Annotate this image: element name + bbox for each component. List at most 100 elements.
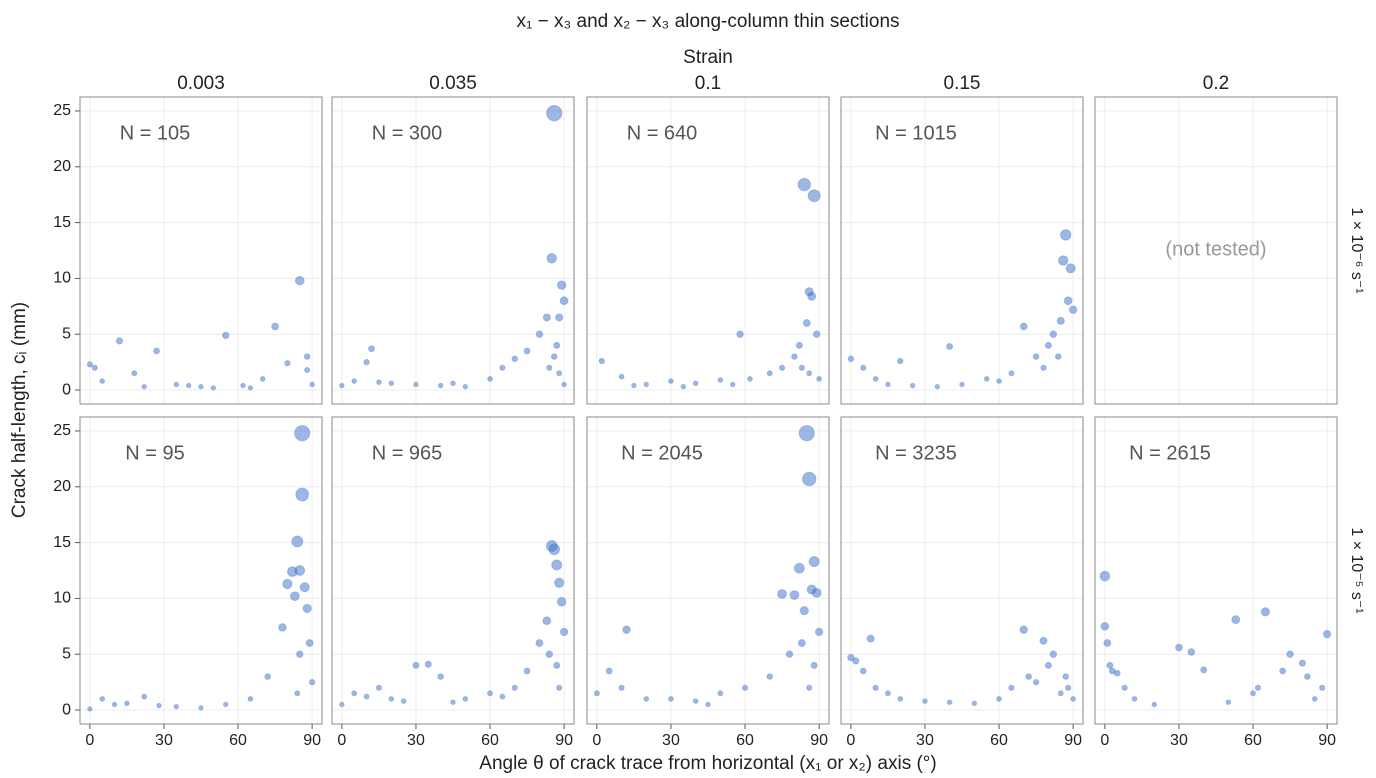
point	[388, 380, 395, 387]
point	[294, 425, 311, 442]
panel-annotation: N = 640	[627, 122, 698, 144]
x-tick-label: 60	[229, 732, 247, 749]
point	[511, 355, 519, 363]
point	[351, 378, 358, 384]
point	[499, 364, 506, 371]
point	[1151, 701, 1158, 708]
point	[1057, 255, 1069, 266]
point	[1057, 690, 1064, 697]
point	[305, 639, 314, 648]
point	[294, 690, 301, 697]
point	[523, 347, 531, 355]
point	[807, 291, 817, 301]
point	[799, 606, 809, 616]
point	[1131, 695, 1138, 702]
point	[363, 693, 370, 700]
point	[291, 535, 304, 548]
point	[99, 695, 106, 702]
point	[807, 189, 821, 203]
point	[308, 678, 316, 686]
point	[680, 383, 687, 390]
point	[1070, 695, 1077, 702]
point	[1044, 661, 1053, 669]
panel-annotation: N = 105	[120, 122, 191, 144]
point	[295, 650, 304, 659]
point	[339, 701, 345, 708]
panel-border	[79, 416, 323, 725]
point	[806, 370, 813, 377]
x-tick-label: 60	[481, 732, 499, 749]
point	[546, 253, 558, 264]
point	[198, 383, 204, 390]
point	[450, 380, 456, 387]
point	[559, 296, 569, 306]
point	[1175, 643, 1183, 652]
point	[546, 364, 553, 371]
point	[555, 313, 564, 322]
point	[282, 578, 293, 590]
point	[115, 337, 124, 345]
point	[1319, 684, 1326, 691]
panel-border	[331, 416, 575, 725]
column-strip-label: 0.035	[429, 73, 477, 94]
point	[852, 657, 860, 665]
point	[1044, 341, 1053, 349]
column-strip-label: 0.003	[177, 73, 225, 94]
y-tick-label: 10	[53, 270, 71, 287]
x-tick-label: 90	[1318, 732, 1336, 749]
panel-border	[840, 416, 1084, 725]
panel-background	[1095, 97, 1337, 404]
point	[556, 684, 563, 691]
point	[284, 360, 291, 367]
point	[1063, 296, 1073, 306]
point	[934, 383, 941, 390]
point	[668, 378, 674, 384]
y-tick-label: 25	[53, 422, 71, 439]
point	[717, 377, 724, 383]
column-strip-label: 0.1	[695, 73, 721, 94]
point	[860, 364, 867, 371]
point	[1099, 570, 1111, 582]
panel-annotation: N = 1015	[875, 122, 957, 144]
panel-background	[332, 417, 574, 724]
point	[542, 616, 552, 626]
column-strip-label: 0.15	[944, 73, 981, 94]
point	[561, 381, 567, 388]
point	[424, 660, 432, 668]
point	[499, 693, 506, 700]
point	[462, 695, 469, 702]
point	[1279, 667, 1287, 675]
x-tick-label: 0	[85, 732, 94, 749]
point	[271, 322, 280, 331]
y-tick-label: 25	[53, 102, 71, 119]
column-strip-label: 0.2	[1203, 73, 1229, 94]
point	[785, 650, 794, 659]
point	[1056, 316, 1065, 325]
point	[777, 588, 788, 599]
x-tick-label: 30	[916, 732, 934, 749]
point	[264, 673, 272, 680]
point	[631, 382, 637, 389]
point	[173, 381, 180, 388]
point	[859, 667, 867, 675]
panel-background	[841, 97, 1083, 404]
point	[946, 699, 953, 706]
point	[304, 366, 311, 374]
point	[553, 577, 565, 588]
point	[91, 364, 98, 371]
point	[153, 347, 161, 355]
panel-border	[1094, 416, 1338, 725]
point	[741, 684, 749, 691]
point	[1322, 629, 1332, 639]
point	[802, 319, 811, 328]
point	[1286, 650, 1294, 659]
point	[545, 650, 554, 659]
point	[791, 353, 798, 360]
x-tick-label: 0	[592, 732, 601, 749]
point	[909, 382, 916, 389]
x-tick-label: 60	[736, 732, 754, 749]
y-axis-label: Crack half-length, cᵢ (mm)	[9, 302, 30, 518]
x-tick-label: 60	[990, 732, 1008, 749]
point	[795, 341, 803, 349]
x-tick-label: 30	[1170, 732, 1188, 749]
